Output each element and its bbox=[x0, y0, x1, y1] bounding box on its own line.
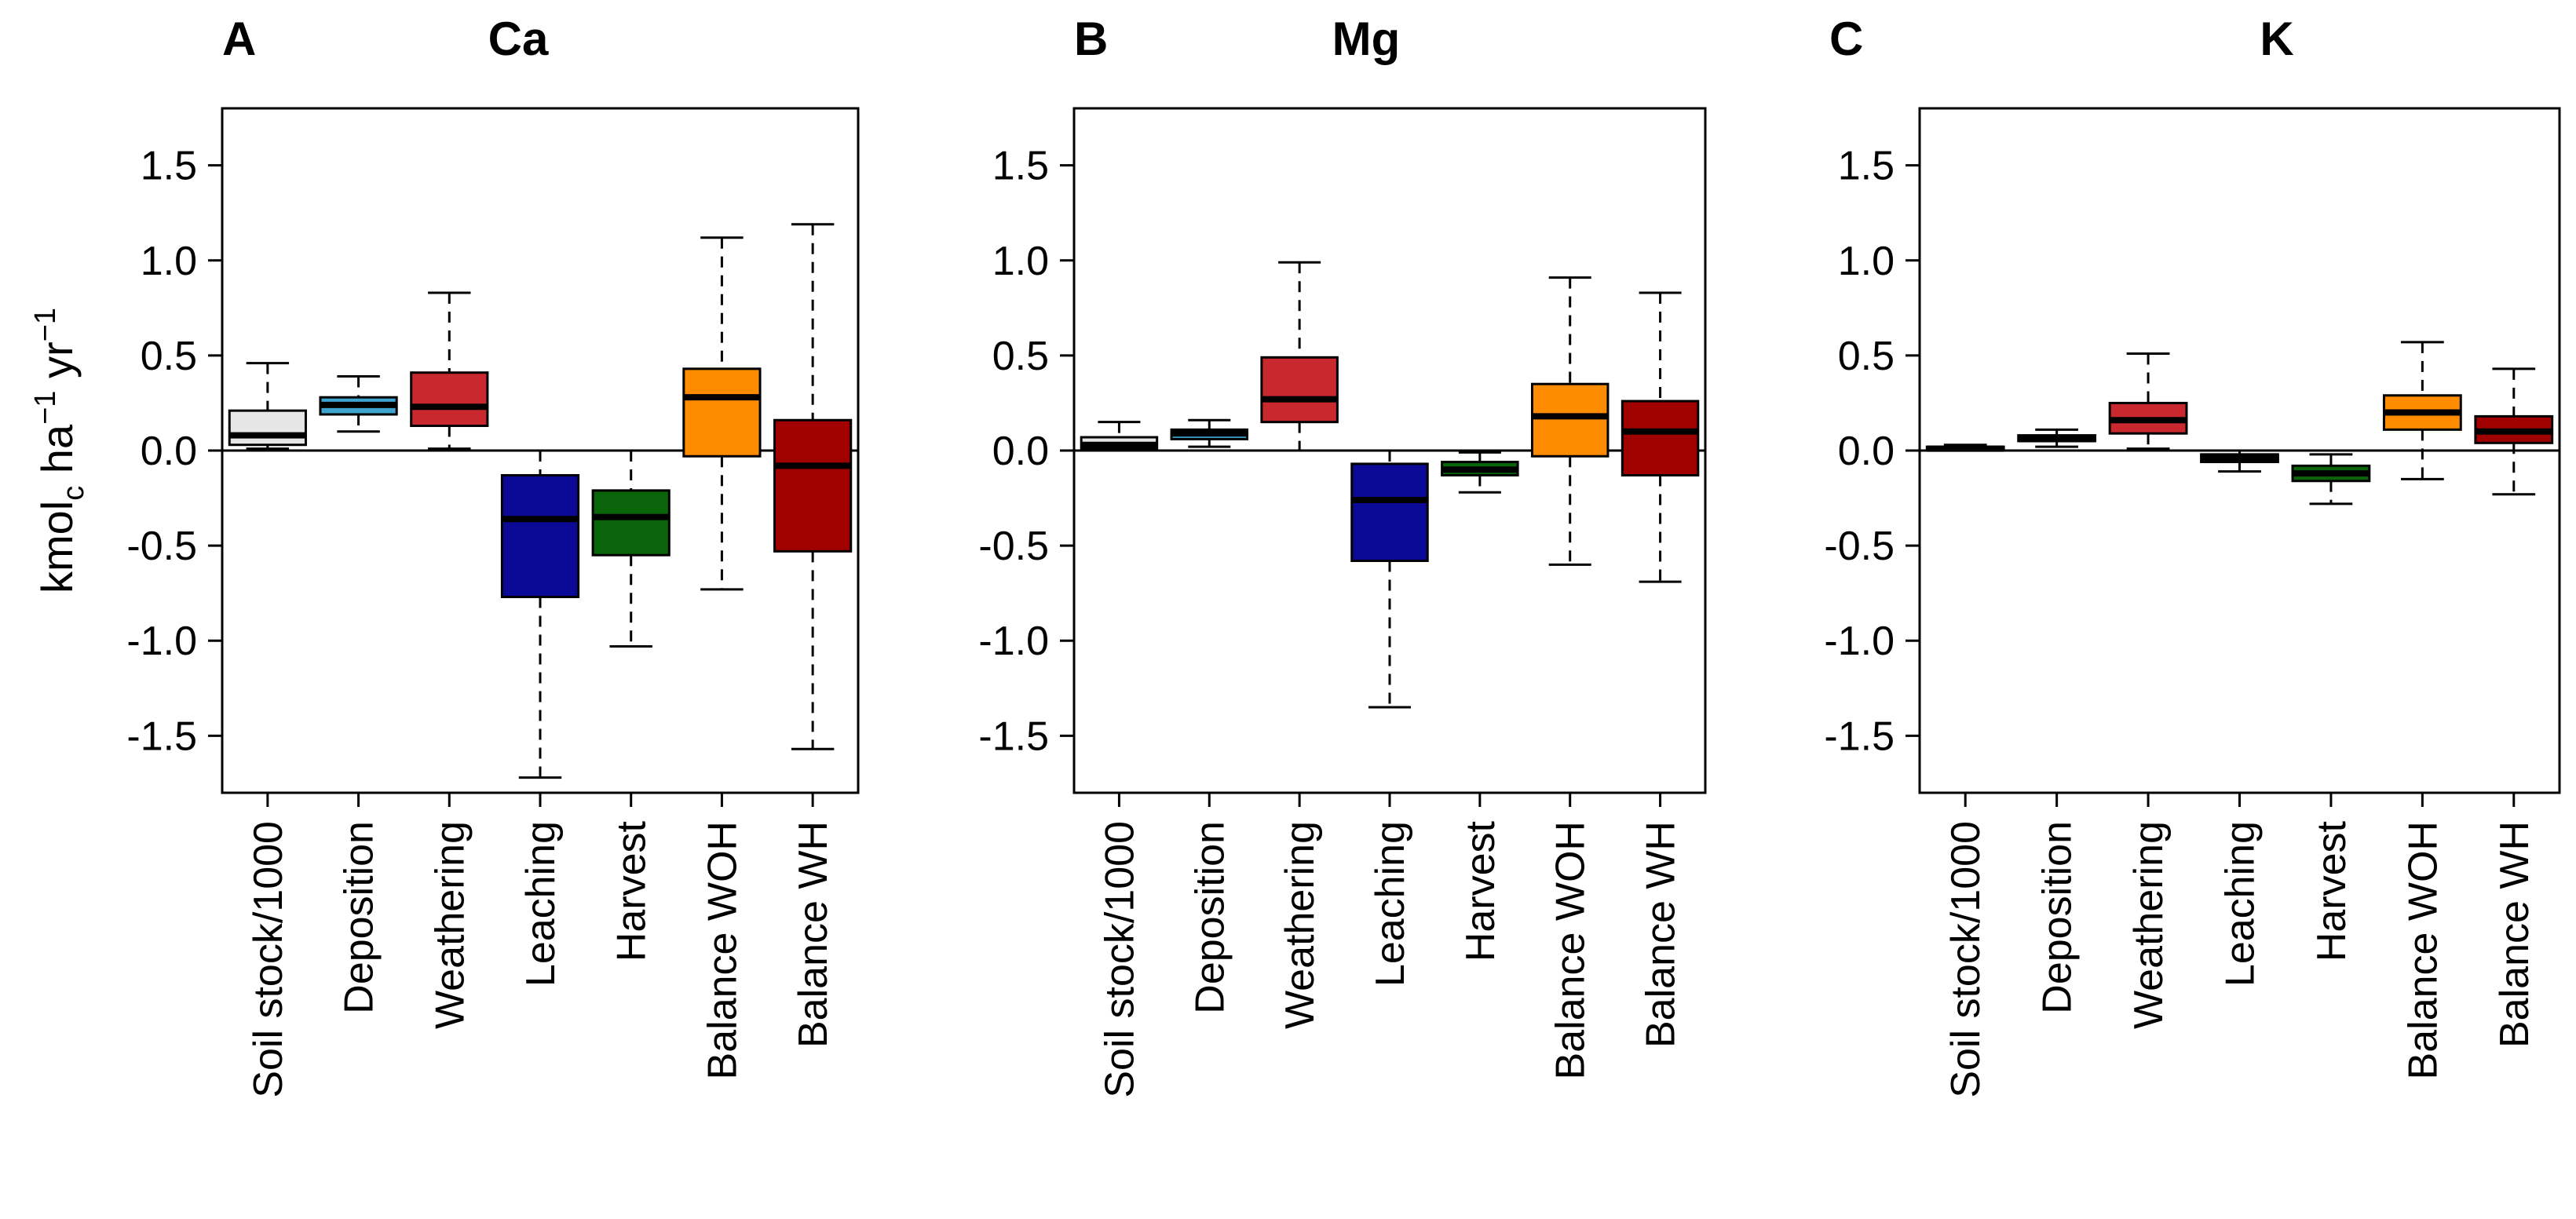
panel-letter: B bbox=[1074, 13, 1108, 65]
box-deposition bbox=[2017, 428, 2097, 448]
y-tick-label: 1.5 bbox=[1838, 144, 1895, 189]
x-category-label: Balance WOH bbox=[1548, 821, 1594, 1079]
y-axis-label-sup2: −1 bbox=[29, 308, 62, 341]
y-tick-label: 1.5 bbox=[992, 144, 1049, 189]
box-leaching bbox=[500, 449, 580, 779]
y-tick-label: 0.0 bbox=[141, 429, 197, 474]
x-category-label: Leaching bbox=[1368, 821, 1413, 987]
panel-A: A Ca 1.5 1.0 0.5 0.0 -0.5 -1.0 -1.5 Soil stock/10… bbox=[126, 13, 860, 1098]
y-tick-label: -1.5 bbox=[126, 714, 197, 759]
y-tick-label: 1.5 bbox=[141, 144, 197, 189]
box-soil-stock-1000 bbox=[228, 362, 307, 451]
box-leaching bbox=[1350, 449, 1429, 709]
x-category-label: Weathering bbox=[2126, 821, 2172, 1029]
y-axis-label: kmolc ha−1 yr−1 bbox=[29, 308, 90, 593]
box-leaching bbox=[2200, 449, 2279, 473]
box-soil-stock-1000 bbox=[1080, 421, 1159, 452]
x-category-label: Leaching bbox=[518, 821, 564, 987]
y-tick-label: 0.5 bbox=[1838, 334, 1895, 379]
x-category-label: Balance WOH bbox=[700, 821, 745, 1079]
y-tick-label: -1.0 bbox=[126, 619, 197, 664]
y-tick-label: 1.0 bbox=[1838, 239, 1895, 284]
y-tick-label: 0.0 bbox=[1838, 429, 1895, 474]
y-tick-label: -1.0 bbox=[1824, 619, 1895, 664]
y-axis-label-mid2: yr bbox=[32, 341, 82, 390]
box-balance-woh bbox=[1530, 276, 1610, 566]
box-balance-wh bbox=[2474, 367, 2554, 496]
box-balance-woh bbox=[682, 236, 762, 591]
y-axis-label-sub: c bbox=[57, 486, 90, 501]
box-weathering bbox=[410, 291, 489, 451]
box-iqr bbox=[591, 489, 670, 557]
x-category-label: Balance WOH bbox=[2400, 821, 2446, 1079]
box-iqr bbox=[682, 367, 762, 458]
box-harvest bbox=[2291, 453, 2371, 505]
box-soil-stock-1000 bbox=[1925, 443, 2005, 452]
box-iqr bbox=[500, 473, 580, 599]
x-category-label: Weathering bbox=[427, 821, 473, 1029]
y-tick-label: -0.5 bbox=[978, 524, 1049, 569]
panel-title: Ca bbox=[488, 13, 549, 65]
box-iqr bbox=[1350, 462, 1429, 562]
panel-title: K bbox=[2260, 13, 2293, 65]
panel-letter: C bbox=[1829, 13, 1863, 65]
x-category-label: Soil stock/1000 bbox=[246, 821, 291, 1098]
x-category-label: Leaching bbox=[2218, 821, 2264, 987]
y-axis-label-mid: ha bbox=[32, 424, 82, 486]
y-tick-label: -1.0 bbox=[978, 619, 1049, 664]
box-harvest bbox=[1441, 451, 1519, 494]
x-category-label: Weathering bbox=[1277, 821, 1323, 1029]
box-weathering bbox=[1260, 261, 1339, 452]
x-category-label: Soil stock/1000 bbox=[1097, 821, 1142, 1098]
y-axis-label-base: kmol bbox=[32, 501, 82, 593]
box-iqr bbox=[773, 418, 853, 553]
y-tick-label: 0.0 bbox=[992, 429, 1049, 474]
x-category-label: Deposition bbox=[1187, 821, 1233, 1014]
y-tick-label: -1.5 bbox=[1824, 714, 1895, 759]
y-tick-label: -0.5 bbox=[126, 524, 197, 569]
box-harvest bbox=[591, 449, 670, 648]
box-iqr bbox=[410, 371, 489, 428]
box-iqr bbox=[1530, 382, 1610, 458]
x-category-label: Harvest bbox=[1458, 820, 1504, 962]
box-balance-woh bbox=[2382, 341, 2462, 480]
box-iqr bbox=[228, 409, 307, 447]
y-axis-label-sup1: −1 bbox=[29, 391, 62, 425]
panel-B: B Mg 1.5 1.0 0.5 0.0 -0.5 -1.0 -1.5 Soil stock/10… bbox=[978, 13, 1707, 1098]
box-balance-wh bbox=[773, 223, 853, 750]
x-category-label: Deposition bbox=[2035, 821, 2081, 1014]
x-category-label: Balance WH bbox=[1639, 821, 1684, 1048]
x-category-label: Soil stock/1000 bbox=[1943, 821, 1989, 1098]
y-tick-label: -1.5 bbox=[978, 714, 1049, 759]
x-category-label: Harvest bbox=[609, 820, 655, 962]
box-deposition bbox=[319, 375, 398, 433]
box-weathering bbox=[2108, 352, 2188, 451]
panel-letter: A bbox=[222, 13, 256, 65]
x-category-label: Balance WH bbox=[2492, 821, 2538, 1048]
box-iqr bbox=[1621, 400, 1700, 476]
y-tick-label: -0.5 bbox=[1824, 524, 1895, 569]
box-balance-wh bbox=[1621, 291, 1700, 583]
box-iqr bbox=[1260, 356, 1339, 424]
y-tick-label: 0.5 bbox=[141, 334, 197, 379]
x-category-label: Deposition bbox=[337, 821, 382, 1014]
panel-C: C K 1.5 1.0 0.5 0.0 -0.5 -1.0 -1.5 Soil stock/100… bbox=[1824, 13, 2561, 1098]
x-category-label: Harvest bbox=[2309, 820, 2355, 962]
y-tick-label: 1.0 bbox=[992, 239, 1049, 284]
y-tick-label: 0.5 bbox=[992, 334, 1049, 379]
y-tick-label: 1.0 bbox=[141, 239, 197, 284]
x-category-label: Balance WH bbox=[791, 821, 836, 1048]
box-deposition bbox=[1170, 418, 1249, 448]
panel-title: Mg bbox=[1332, 13, 1401, 65]
